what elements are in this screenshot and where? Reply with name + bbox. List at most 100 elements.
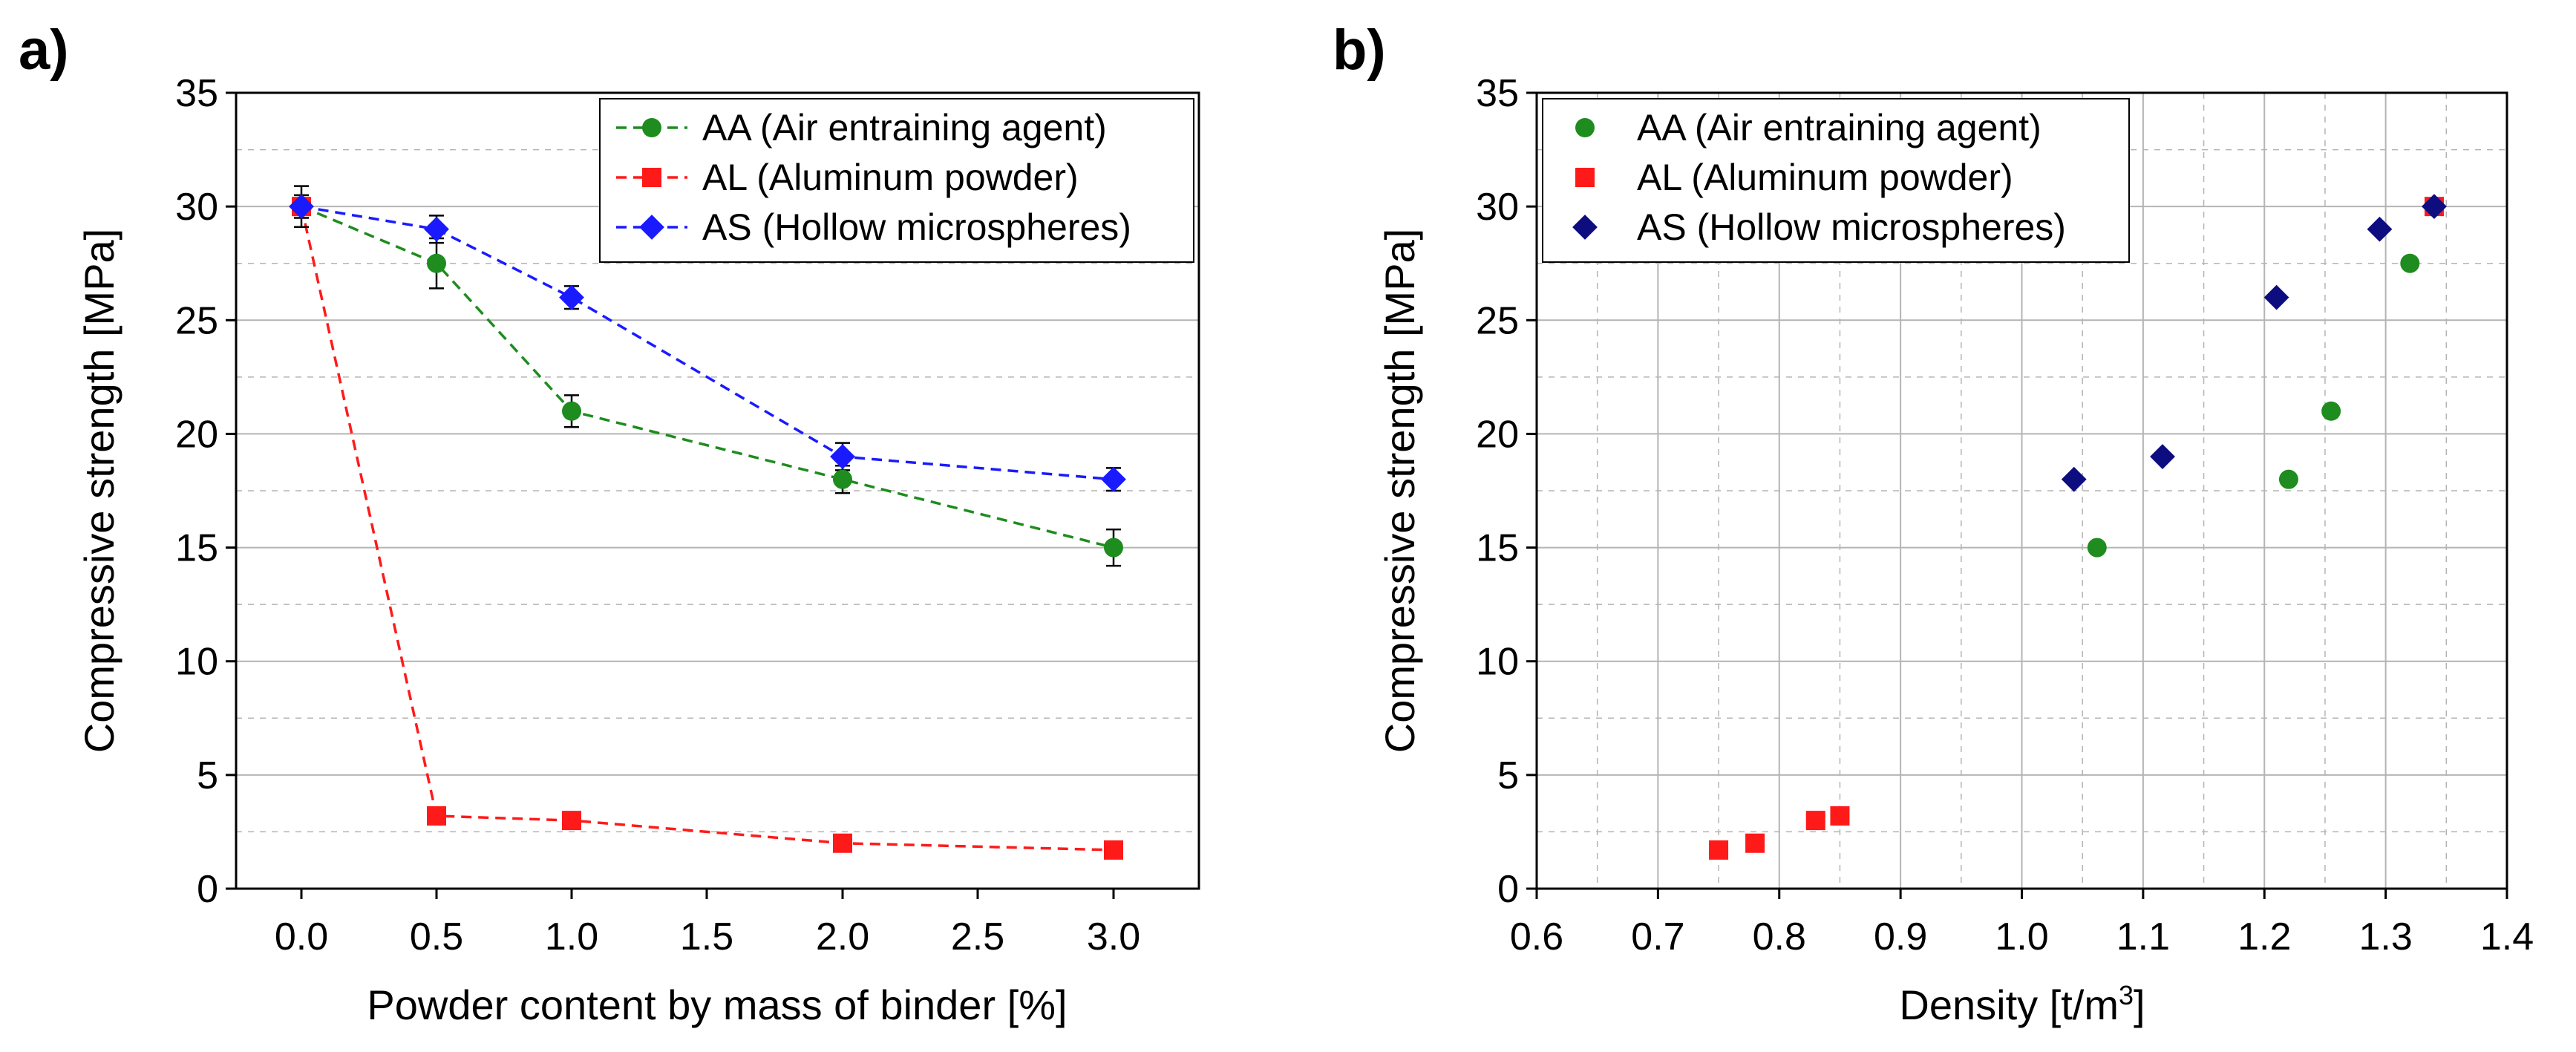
chart-a-plot-frame xyxy=(235,91,1200,890)
chart-b-x-axis-title: Density [t/m3] xyxy=(1899,980,2145,1029)
x-tick-label: 1.3 xyxy=(2358,915,2412,958)
chart-a-y-axis-title: Compressive strength [MPa] xyxy=(76,229,122,753)
legend-label: AS (Hollow microspheres) xyxy=(1637,206,2066,248)
chart-a-legend: AA (Air entraining agent) AL (Aluminum po… xyxy=(599,98,1194,263)
chart-a-error-bars xyxy=(294,185,1121,856)
data-point-al xyxy=(562,811,581,831)
x-tick-label: 1.2 xyxy=(2237,915,2291,958)
legend-item-as: AS (Hollow microspheres) xyxy=(1572,206,2066,248)
chart-a: 0 5 10 15 20 25 30 35 0.0 0.5 1.0 1.5 2.0 2.5 3.0 Pow… xyxy=(76,72,1200,1028)
legend-item-al: AL (Aluminum powder) xyxy=(1575,157,2013,198)
chart-a-ticks xyxy=(226,91,1115,899)
data-point-aa xyxy=(2278,469,2298,489)
y-tick-label: 25 xyxy=(1476,299,1519,342)
legend-item-al: AL (Aluminum powder) xyxy=(616,157,1079,198)
chart-b-markers xyxy=(1709,194,2447,860)
panel-b-letter: b) xyxy=(1333,19,1386,82)
data-point-aa xyxy=(562,401,581,421)
chart-a-grid xyxy=(236,92,1199,889)
legend-marker-aa xyxy=(642,118,661,137)
data-point-al xyxy=(1709,840,1729,860)
x-tick-label: 0.7 xyxy=(1631,915,1684,958)
x-tick-label: 1.0 xyxy=(545,915,598,958)
chart-b-x-axis-title-superscript: 3 xyxy=(2119,980,2134,1010)
data-point-as xyxy=(2061,466,2087,492)
data-point-al xyxy=(1830,806,1850,826)
chart-b-ticks xyxy=(1526,91,2508,899)
x-tick-label: 2.0 xyxy=(816,915,869,958)
data-point-as xyxy=(830,444,855,469)
y-tick-label: 35 xyxy=(175,72,218,115)
y-tick-label: 20 xyxy=(1476,413,1519,456)
chart-b-y-axis-title: Compressive strength [MPa] xyxy=(1376,229,1423,753)
chart-b-y-tick-labels: 0 5 10 15 20 25 30 35 xyxy=(1476,72,1519,911)
y-tick-label: 0 xyxy=(1497,868,1519,911)
y-tick-label: 5 xyxy=(197,754,218,797)
legend-item-aa: AA (Air entraining agent) xyxy=(1575,107,2041,148)
legend-item-as: AS (Hollow microspheres) xyxy=(616,206,1131,248)
legend-label: AL (Aluminum powder) xyxy=(1637,157,2013,198)
data-point-aa xyxy=(2321,401,2341,421)
x-tick-label: 0.8 xyxy=(1753,915,1806,958)
chart-b-legend-items: AA (Air entraining agent) AL (Aluminum po… xyxy=(1572,107,2066,248)
chart-a-x-tick-labels: 0.0 0.5 1.0 1.5 2.0 2.5 3.0 xyxy=(275,915,1140,958)
data-point-aa xyxy=(2087,538,2107,558)
legend-label: AA (Air entraining agent) xyxy=(702,107,1107,148)
data-point-as xyxy=(289,194,314,220)
legend-marker-as xyxy=(1572,215,1598,240)
data-point-aa xyxy=(2400,253,2420,273)
chart-a-legend-items: AA (Air entraining agent) AL (Aluminum po… xyxy=(616,107,1131,248)
data-point-al xyxy=(427,806,446,826)
y-tick-label: 0 xyxy=(197,868,218,911)
data-point-aa xyxy=(833,469,852,489)
legend-label: AS (Hollow microspheres) xyxy=(702,206,1131,248)
data-point-aa xyxy=(427,253,446,273)
chart-b-x-axis-title-main: Density [t/m xyxy=(1899,981,2119,1028)
data-point-as xyxy=(2263,284,2289,310)
y-tick-label: 10 xyxy=(175,641,218,684)
y-tick-label: 15 xyxy=(1476,527,1519,570)
legend-label: AA (Air entraining agent) xyxy=(1637,107,2041,148)
chart-a-markers xyxy=(289,194,1126,860)
y-tick-label: 20 xyxy=(175,413,218,456)
chart-a-series-lines xyxy=(300,205,1114,852)
chart-a-y-tick-labels: 0 5 10 15 20 25 30 35 xyxy=(175,72,218,911)
legend-item-aa: AA (Air entraining agent) xyxy=(616,107,1107,148)
x-tick-label: 1.1 xyxy=(2116,915,2170,958)
series-line-as xyxy=(301,205,1114,481)
y-tick-label: 30 xyxy=(1476,186,1519,229)
data-point-aa xyxy=(1104,538,1123,558)
chart-a-x-axis-title: Powder content by mass of binder [%] xyxy=(367,981,1067,1028)
data-point-al xyxy=(1805,811,1825,831)
x-tick-label: 1.0 xyxy=(1995,915,2048,958)
data-point-al xyxy=(1745,833,1765,853)
x-tick-label: 2.5 xyxy=(951,915,1004,958)
panel-a-letter: a) xyxy=(19,19,69,82)
y-tick-label: 10 xyxy=(1476,641,1519,684)
legend-marker-al xyxy=(642,168,661,187)
y-tick-label: 35 xyxy=(1476,72,1519,115)
y-tick-label: 30 xyxy=(175,186,218,229)
series-line-al xyxy=(300,206,1114,852)
x-tick-label: 0.5 xyxy=(410,915,463,958)
x-tick-label: 1.5 xyxy=(680,915,733,958)
legend-marker-aa xyxy=(1575,118,1595,137)
legend-label: AL (Aluminum powder) xyxy=(702,157,1079,198)
data-point-as xyxy=(1101,466,1126,492)
data-point-al xyxy=(833,833,852,853)
y-tick-label: 15 xyxy=(175,527,218,570)
chart-b: 0 5 10 15 20 25 30 35 0.6 0.7 0.8 0.9 1.0 1.1 1.2 1.3 1… xyxy=(1376,72,2534,1028)
data-point-as xyxy=(559,284,584,310)
data-point-as xyxy=(2422,194,2447,220)
y-tick-label: 25 xyxy=(175,299,218,342)
legend-marker-al xyxy=(1575,168,1595,187)
y-tick-label: 5 xyxy=(1497,754,1519,797)
chart-b-x-axis-title-end: ] xyxy=(2134,981,2145,1028)
chart-a-legend-box xyxy=(599,98,1194,263)
data-point-as xyxy=(2367,216,2393,242)
data-point-as xyxy=(2150,444,2175,469)
chart-b-legend-box xyxy=(1542,98,2130,263)
x-tick-label: 0.6 xyxy=(1510,915,1563,958)
chart-b-legend: AA (Air entraining agent) AL (Aluminum po… xyxy=(1542,98,2130,263)
data-point-al xyxy=(1104,840,1123,860)
